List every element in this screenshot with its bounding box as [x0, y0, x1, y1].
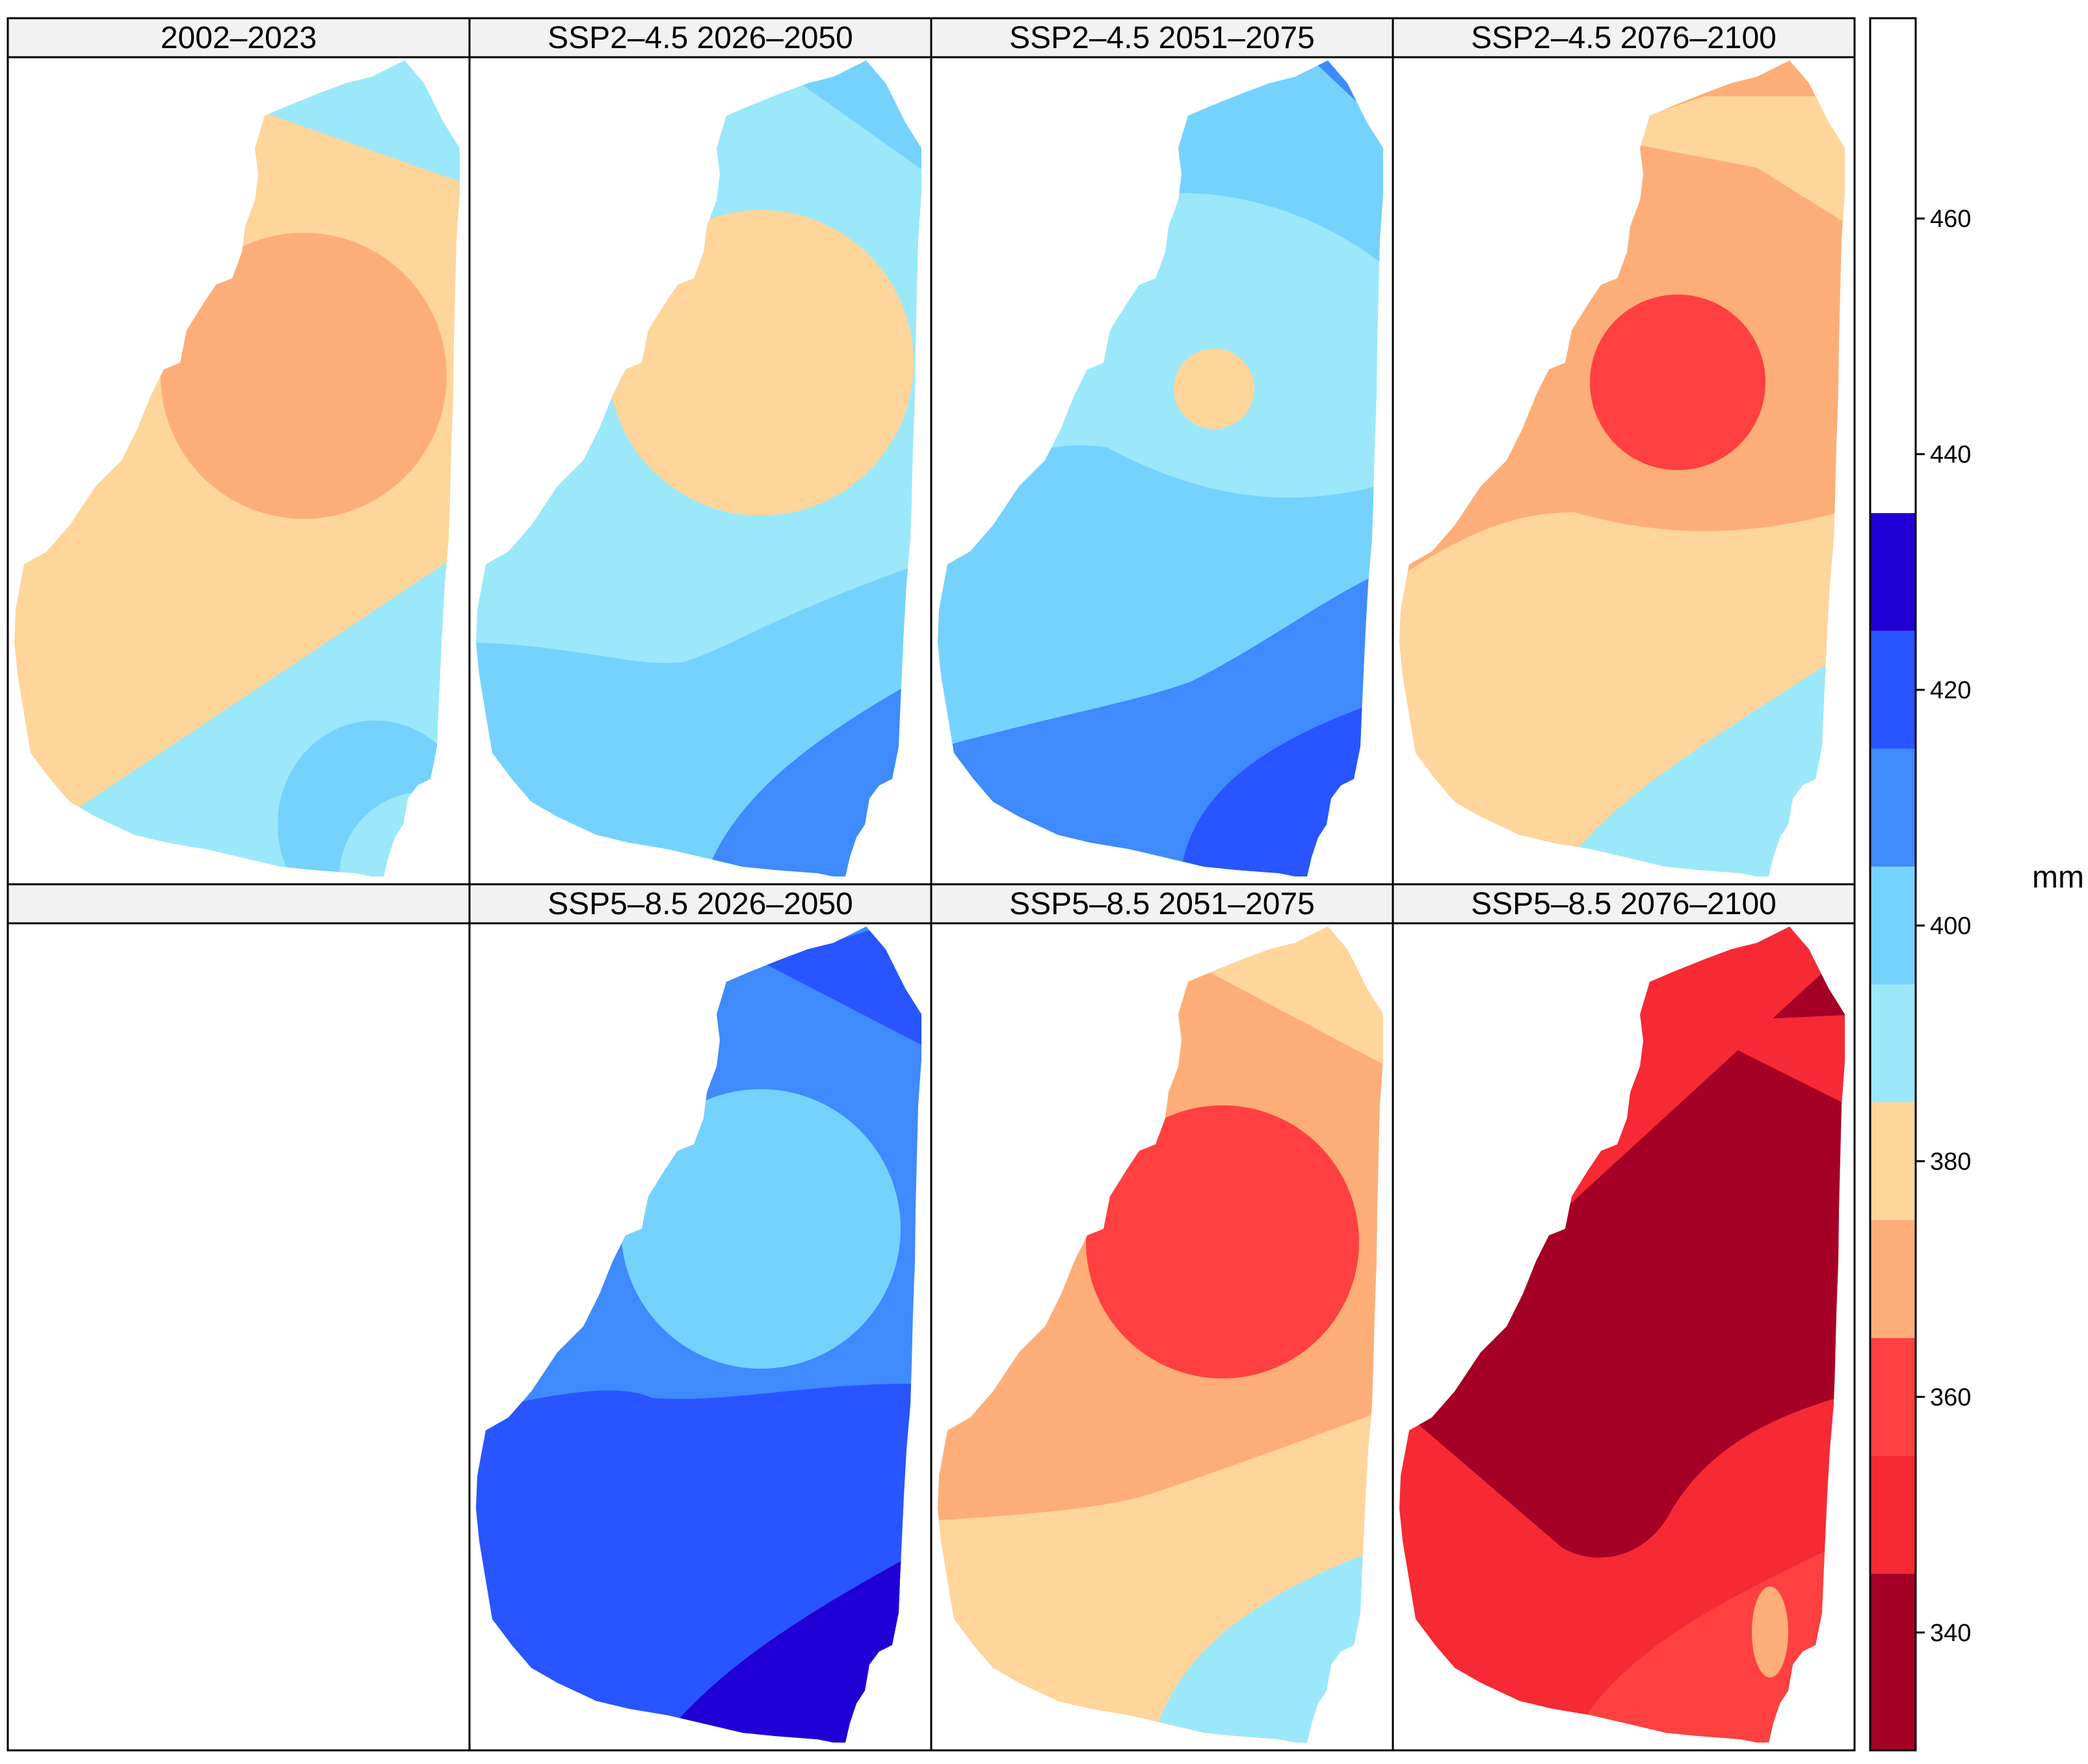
legend-tick-label: 360	[1930, 1384, 1971, 1411]
strip-bg	[468, 883, 932, 925]
legend-tick-label: 440	[1930, 441, 1971, 469]
map-panel-ssp245-2076-2100	[1399, 60, 1845, 876]
legend-tick-label: 380	[1930, 1148, 1971, 1176]
legend-band	[1870, 1102, 1916, 1220]
legend-band	[1870, 1220, 1916, 1338]
legend-tick-label: 460	[1930, 205, 1971, 233]
legend-band	[1870, 1337, 1916, 1456]
map-panel-ssp585-2026-2050	[476, 927, 921, 1743]
legend-band	[1870, 866, 1916, 985]
panel-title-ssp585-2076-2100: SSP5–8.5 2076–2100	[1471, 887, 1777, 921]
map-panel-ssp245-2026-2050	[476, 60, 921, 876]
panel-title-ssp585-2026-2050: SSP5–8.5 2026–2050	[548, 887, 853, 921]
legend-tick-label: 400	[1930, 912, 1971, 940]
legend-band	[1870, 1455, 1916, 1574]
strip-bg	[1392, 883, 1856, 925]
strip-bg	[468, 17, 932, 59]
legend-band	[1870, 984, 1916, 1103]
legend-tick-label: 420	[1930, 677, 1971, 704]
legend-unit-label: mm	[2032, 860, 2084, 895]
map-panel-ssp245-2051-2075	[938, 60, 1383, 876]
panel-title-2002-2023: 2002–2023	[161, 21, 317, 55]
panel-title-ssp245-2026-2050: SSP2–4.5 2026–2050	[548, 21, 853, 55]
legend-frame	[1869, 17, 1917, 1752]
legend-band	[1870, 748, 1916, 867]
legend-band	[1870, 513, 1916, 631]
strip-bg	[7, 883, 471, 925]
map-panel-ssp585-2076-2100	[1399, 927, 1845, 1743]
legend-tick-label: 340	[1930, 1620, 1971, 1647]
legend-band	[1870, 631, 1916, 749]
panel-title-ssp245-2051-2075: SSP2–4.5 2051–2075	[1009, 21, 1315, 55]
panel-title-ssp245-2076-2100: SSP2–4.5 2076–2100	[1471, 21, 1777, 55]
legend-band	[1870, 1573, 1916, 1750]
panel-title-ssp585-2051-2075: SSP5–8.5 2051–2075	[1009, 887, 1315, 921]
map-panel-2002-2023	[14, 60, 460, 876]
map-panel-ssp585-2051-2075	[938, 927, 1383, 1743]
color-legend: 340 360 380 400 420 440 460 mm	[1869, 17, 2084, 1752]
